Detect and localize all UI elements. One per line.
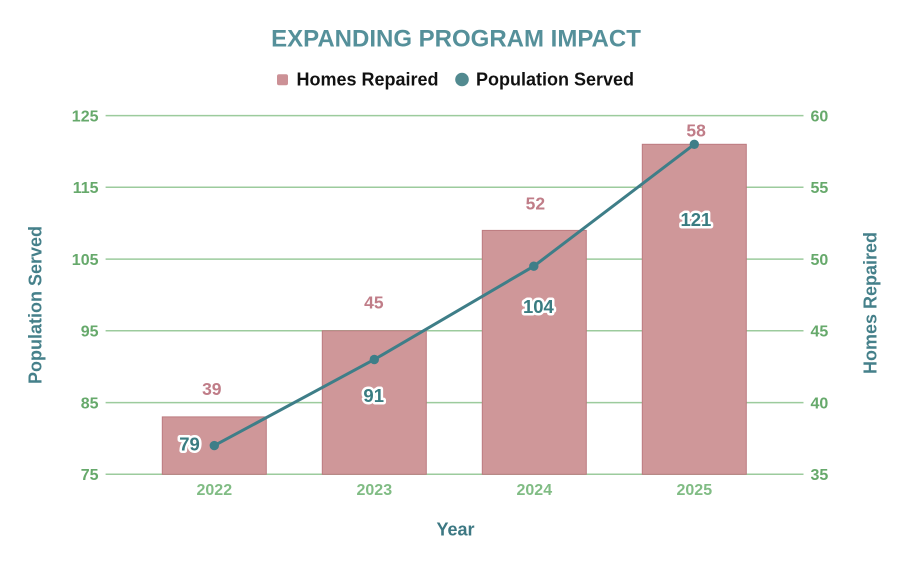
svg-text:Homes Repaired: Homes Repaired — [297, 69, 439, 89]
svg-text:Year: Year — [436, 520, 474, 540]
svg-text:85: 85 — [81, 395, 99, 412]
svg-text:2022: 2022 — [197, 482, 233, 499]
svg-text:35: 35 — [811, 467, 829, 484]
svg-text:105: 105 — [72, 252, 99, 269]
svg-text:75: 75 — [81, 467, 99, 484]
svg-text:Population Served: Population Served — [25, 226, 45, 384]
svg-text:58: 58 — [686, 120, 706, 140]
svg-text:60: 60 — [811, 108, 829, 125]
svg-text:2023: 2023 — [357, 482, 393, 499]
svg-text:45: 45 — [364, 293, 384, 313]
svg-text:EXPANDING PROGRAM IMPACT: EXPANDING PROGRAM IMPACT — [271, 26, 641, 53]
svg-text:45: 45 — [811, 324, 829, 341]
svg-text:104: 104 — [523, 296, 555, 317]
svg-text:79: 79 — [179, 433, 200, 454]
svg-text:Homes Repaired: Homes Repaired — [861, 232, 881, 374]
svg-text:95: 95 — [81, 324, 99, 341]
svg-text:115: 115 — [73, 180, 99, 197]
svg-text:125: 125 — [72, 108, 99, 125]
svg-text:50: 50 — [811, 252, 829, 269]
svg-text:121: 121 — [680, 209, 711, 230]
svg-text:2024: 2024 — [517, 482, 553, 499]
svg-text:52: 52 — [526, 194, 546, 214]
svg-text:2025: 2025 — [677, 482, 713, 499]
svg-text:40: 40 — [811, 395, 829, 412]
svg-text:Population Served: Population Served — [476, 69, 634, 89]
svg-text:91: 91 — [363, 385, 384, 406]
svg-text:55: 55 — [811, 180, 829, 197]
svg-text:39: 39 — [202, 379, 222, 399]
